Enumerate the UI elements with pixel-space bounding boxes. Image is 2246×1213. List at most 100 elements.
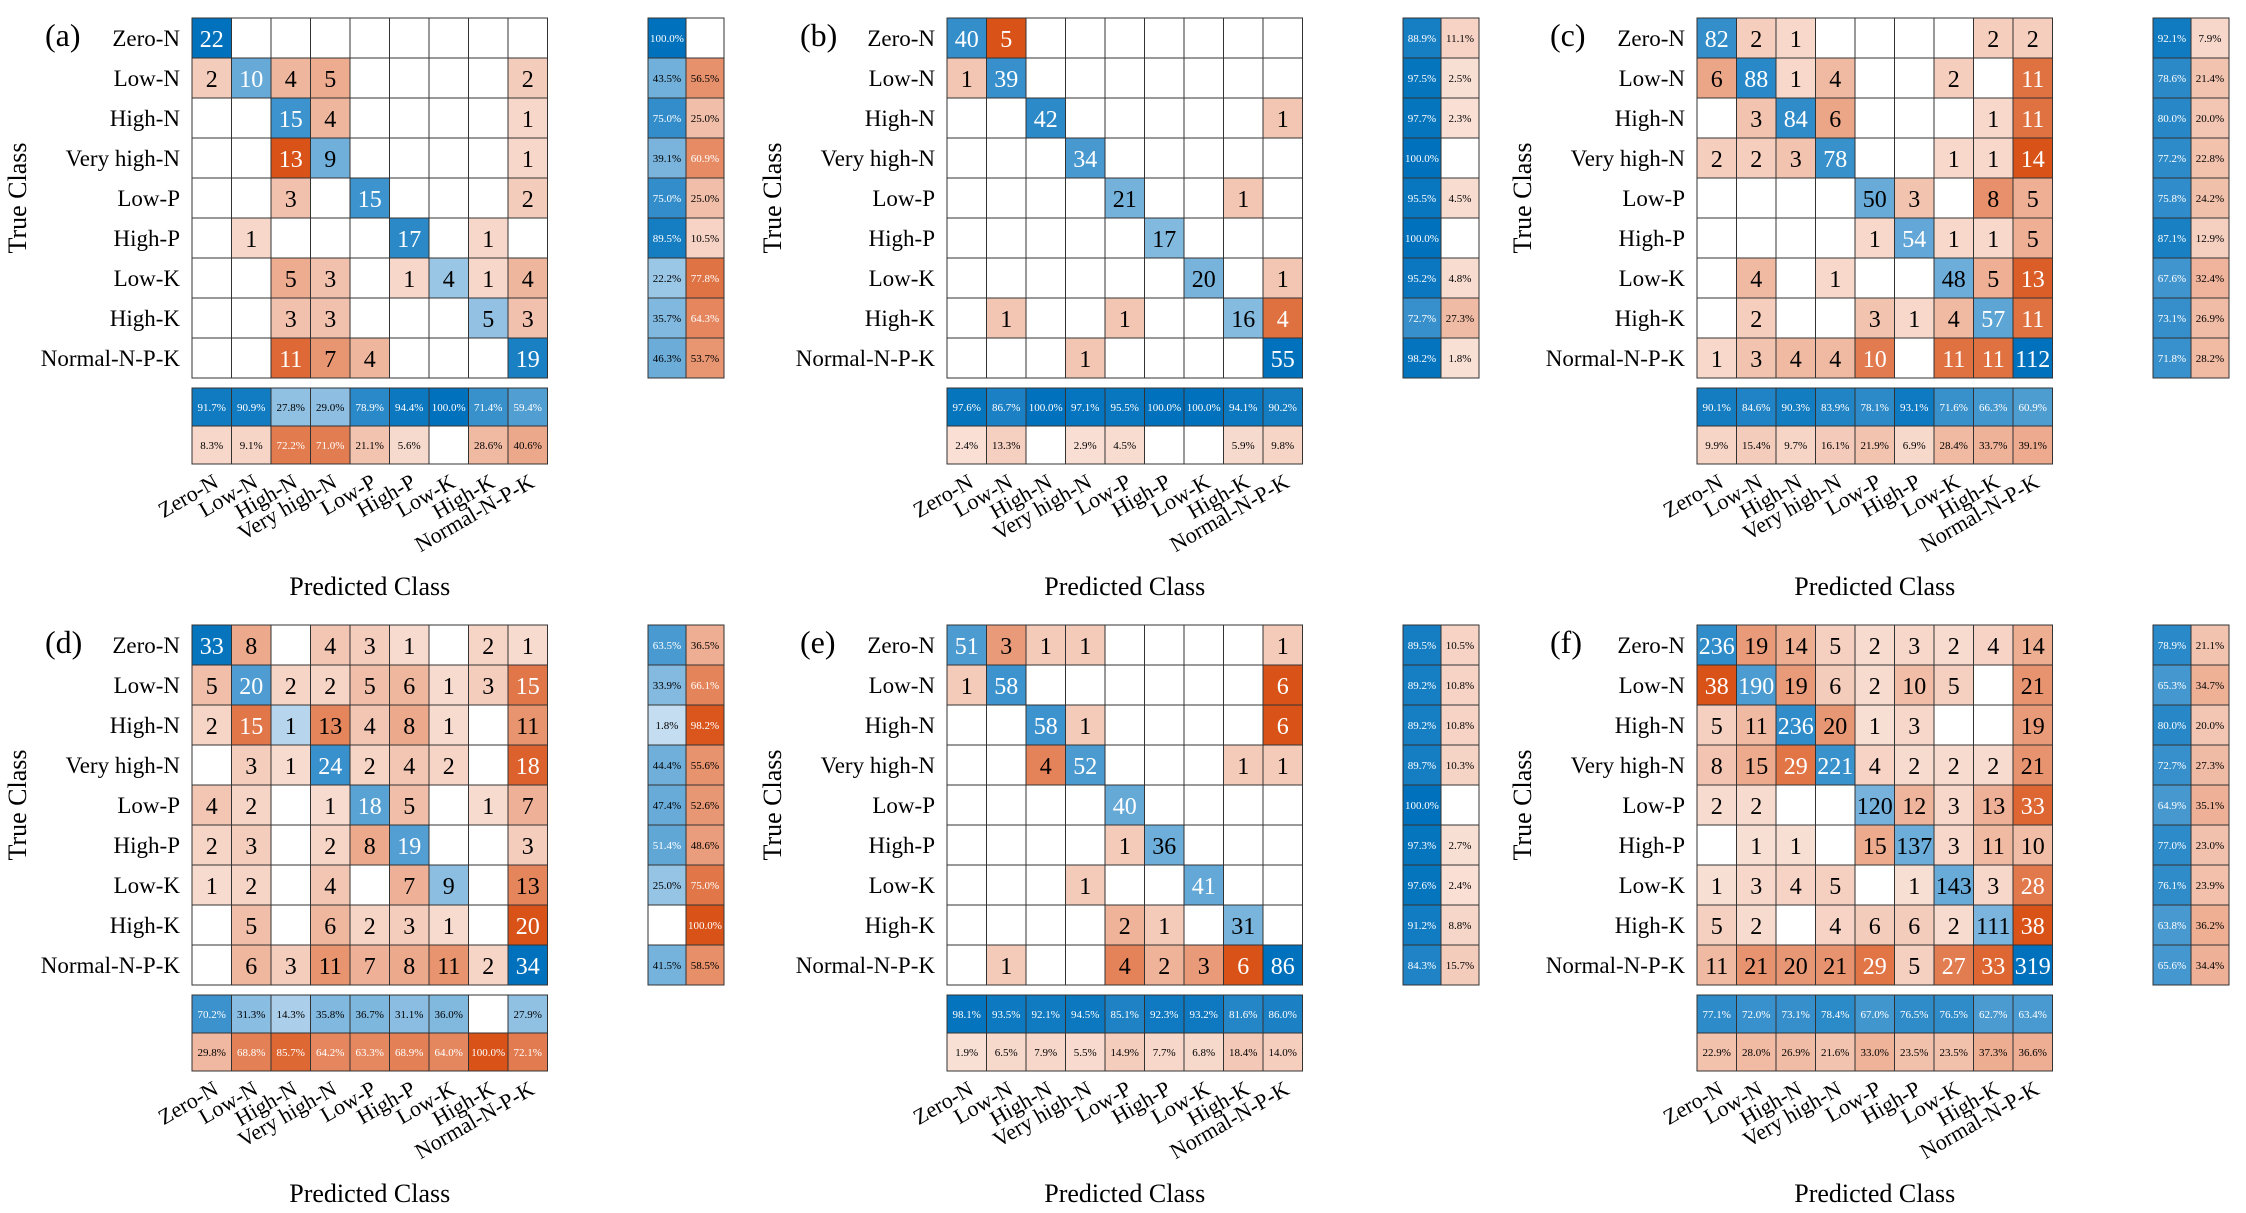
cell-value: 4 (324, 634, 336, 660)
col-summary-incorrect-cell (1065, 425, 1106, 465)
row-summary-correct: 89.5% (1408, 640, 1436, 652)
matrix-cell (1025, 704, 1066, 746)
row-summary-incorrect-cell (685, 904, 725, 946)
row-summary-correct: 65.3% (2158, 680, 2186, 692)
row-summary-correct-cell (647, 624, 687, 666)
col-summary-incorrect-cell (1854, 1032, 1895, 1072)
matrix-cell (231, 624, 272, 666)
x-axis-label: Predicted Class (1794, 572, 1955, 601)
matrix-cell (1183, 177, 1224, 219)
matrix-cell (1223, 944, 1264, 986)
col-summary-correct: 27.9% (514, 1009, 542, 1021)
matrix-cell (389, 57, 430, 99)
cell-value: 21 (2021, 674, 2045, 700)
matrix-cell (1775, 824, 1816, 866)
cell-value: 15 (1863, 834, 1887, 860)
matrix-cell (428, 217, 469, 259)
cell-value: 82 (1705, 27, 1729, 53)
matrix-cell (1262, 337, 1303, 379)
cell-value: 27 (1942, 954, 1966, 980)
matrix-cell (428, 664, 469, 706)
row-label: Zero-N (1617, 633, 1685, 658)
matrix-cell (1104, 864, 1145, 906)
cell-value: 18 (358, 794, 382, 820)
matrix-cell (2012, 904, 2053, 946)
matrix-cell (1065, 337, 1106, 379)
matrix-cell (1736, 864, 1777, 906)
cell-value: 4 (1829, 347, 1841, 373)
row-summary-correct: 63.8% (2158, 920, 2186, 932)
cell-value: 6 (403, 674, 415, 700)
matrix-cell (1262, 904, 1303, 946)
cell-value: 236 (1778, 714, 1814, 740)
row-summary-correct-cell (1402, 137, 1442, 179)
matrix-cell (1223, 97, 1264, 139)
cell-value: 29 (1784, 754, 1808, 780)
y-axis-label: True Class (758, 142, 787, 253)
matrix-cell (389, 137, 430, 179)
cell-value: 3 (1790, 147, 1802, 173)
col-summary-correct: 90.1% (1703, 402, 1731, 414)
matrix-cell (1223, 137, 1264, 179)
matrix-cell (349, 217, 390, 259)
row-summary-correct-cell (2152, 944, 2192, 986)
cell-value: 5 (285, 267, 297, 293)
row-summary-correct: 35.7% (653, 313, 681, 325)
col-summary-incorrect: 8.3% (200, 440, 223, 452)
cell-value: 55 (1271, 347, 1295, 373)
col-summary-correct-cell (946, 387, 987, 427)
cell-value: 112 (2015, 347, 2050, 373)
cell-value: 15 (239, 714, 263, 740)
matrix-cell (1223, 704, 1264, 746)
matrix-cell (1262, 257, 1303, 299)
matrix-cell (270, 624, 311, 666)
matrix-cell (191, 17, 232, 59)
matrix-cell (349, 17, 390, 59)
matrix-cell (428, 784, 469, 826)
col-summary-incorrect: 36.6% (2019, 1047, 2047, 1059)
matrix-cell (946, 904, 987, 946)
col-summary-correct-cell (1775, 994, 1816, 1034)
matrix-cell (231, 217, 272, 259)
row-summary-incorrect: 64.3% (691, 313, 719, 325)
cell-value: 39 (994, 67, 1018, 93)
row-summary-correct: 43.5% (653, 73, 681, 85)
matrix-cell (389, 624, 430, 666)
row-summary-incorrect: 77.8% (691, 273, 719, 285)
cell-value: 1 (1277, 267, 1289, 293)
col-summary-incorrect: 6.5% (995, 1047, 1018, 1059)
y-axis-label: True Class (1508, 142, 1537, 253)
matrix-cell (946, 177, 987, 219)
row-summary-incorrect-cell (2190, 824, 2230, 866)
matrix-cell (507, 944, 548, 986)
cell-value: 6 (1829, 107, 1841, 133)
cell-value: 4 (364, 347, 376, 373)
matrix-cell (1736, 824, 1777, 866)
col-summary-incorrect-cell (1144, 425, 1185, 465)
cell-value: 6 (1908, 914, 1920, 940)
row-label: High-K (865, 913, 936, 938)
matrix-cell (1815, 257, 1856, 299)
matrix-cell (1144, 17, 1185, 59)
matrix-cell (507, 824, 548, 866)
row-summary-correct: 72.7% (1408, 313, 1436, 325)
row-summary-incorrect-cell (685, 824, 725, 866)
matrix-cell (1775, 704, 1816, 746)
cell-value: 11 (1982, 347, 2005, 373)
row-label: High-K (1615, 913, 1686, 938)
cell-value: 5 (1987, 267, 1999, 293)
matrix-cell (1183, 664, 1224, 706)
cell-value: 1 (1908, 874, 1920, 900)
cell-value: 11 (1705, 954, 1728, 980)
row-summary-incorrect: 25.0% (691, 113, 719, 125)
cell-value: 40 (955, 27, 979, 53)
cell-value: 13 (279, 147, 303, 173)
cell-value: 2 (1948, 634, 1960, 660)
confusion-matrix-panel: (f) True Class Zero-N Low-N High-N Very high-… (1508, 624, 2230, 1208)
col-summary-correct-cell (1815, 994, 1856, 1034)
cell-value: 221 (1817, 754, 1853, 780)
matrix-cell (1104, 824, 1145, 866)
cell-value: 42 (1034, 107, 1058, 133)
matrix-cell (1815, 944, 1856, 986)
